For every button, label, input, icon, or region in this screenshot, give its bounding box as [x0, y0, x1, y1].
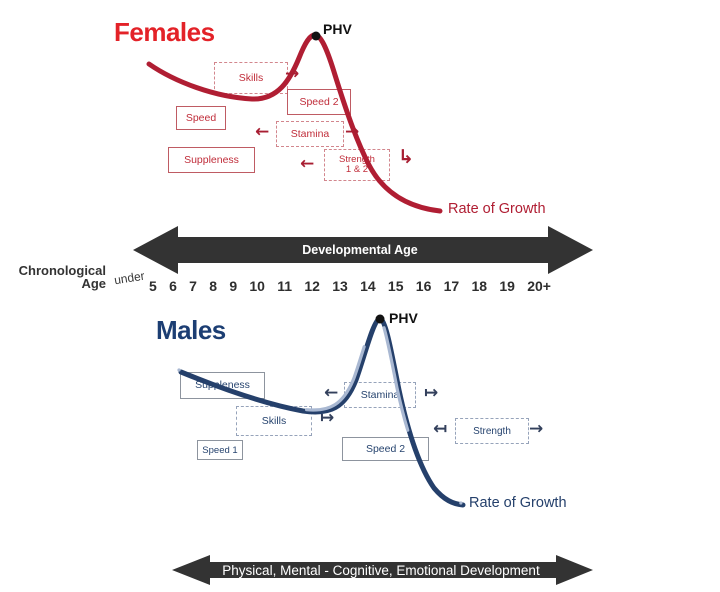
males-phv-label: PHV [389, 310, 418, 326]
females-strength-box: Strength 1 & 2 [324, 149, 390, 181]
males-speed2-label: Speed 2 [365, 442, 406, 455]
age-label: 20+ [527, 278, 551, 294]
age-label: 9 [229, 278, 238, 294]
age-scale: 5 6 7 8 9 10 11 12 13 14 15 16 17 18 19 … [149, 278, 551, 294]
bottom-development-label: Physical, Mental - Cognitive, Emotional … [222, 563, 540, 578]
females-speed2-label: Speed 2 [299, 95, 339, 108]
males-stamina-left-arrow-icon: ← [324, 383, 339, 403]
age-label: 18 [471, 278, 488, 294]
males-speed1-box: Speed 1 [197, 440, 243, 460]
age-label: 13 [332, 278, 348, 294]
age-label: 11 [277, 278, 293, 294]
males-strength-left-arrow-icon: ↤ [433, 419, 448, 439]
females-speed-box: Speed [176, 106, 226, 130]
females-suppleness-label: Suppleness [184, 153, 239, 166]
females-phv-dot [311, 31, 321, 41]
age-label: 15 [387, 278, 404, 294]
females-stamina-left-arrow-icon: ← [255, 122, 270, 142]
males-strength-label: Strength [473, 425, 511, 437]
males-suppleness-label: Suppleness [195, 379, 250, 391]
males-stamina-right-arrow-icon: ↦ [424, 383, 439, 403]
age-label: 6 [169, 278, 177, 294]
males-speed2-box: Speed 2 [342, 437, 429, 461]
females-speed2-box: Speed 2 [287, 89, 351, 115]
males-strength-box: Strength [455, 418, 529, 444]
females-stamina-right-arrow-icon: → [345, 122, 360, 142]
chronological-age-line1: Chronological [18, 263, 106, 278]
age-label: 17 [443, 278, 460, 294]
age-label: 8 [209, 278, 218, 294]
females-speed-label: Speed [185, 111, 217, 124]
females-suppleness-box: Suppleness [168, 147, 255, 173]
males-phv-dot [375, 314, 385, 324]
females-strength-label-line2: 1 & 2 [345, 164, 369, 175]
developmental-age-label: Developmental Age [302, 243, 418, 257]
females-stamina-label: Stamina [290, 127, 330, 140]
females-stamina-box: Stamina [276, 121, 344, 147]
males-strength-right-arrow-icon: → [529, 419, 544, 439]
females-skills-right-arrow-icon: → [285, 64, 300, 84]
males-stamina-box: Stamina [344, 382, 416, 408]
males-speed1-label: Speed 1 [202, 444, 238, 456]
males-rate-of-growth-label: Rate of Growth [469, 495, 567, 511]
females-skills-box: Skills [214, 62, 288, 94]
under-label: under [113, 268, 146, 288]
females-strength-left-arrow-icon: ← [300, 154, 315, 174]
females-rate-of-growth-label: Rate of Growth [448, 201, 546, 217]
males-skills-label: Skills [261, 414, 287, 427]
males-suppleness-box: Suppleness [180, 372, 265, 399]
chronological-age-line2: Age [81, 276, 106, 291]
chronological-age-label: Chronological Age [18, 264, 106, 290]
age-label: 16 [415, 278, 432, 294]
age-label: 10 [249, 278, 265, 294]
age-label: 14 [360, 278, 376, 294]
males-skills-right-arrow-icon: ↦ [320, 408, 335, 428]
age-label: 7 [189, 278, 197, 294]
females-skills-label: Skills [238, 71, 264, 84]
females-title: Females [114, 17, 215, 47]
males-title: Males [156, 315, 226, 345]
males-stamina-label: Stamina [360, 388, 400, 401]
females-phv-label: PHV [323, 21, 352, 37]
age-label: 19 [499, 278, 515, 294]
males-skills-box: Skills [236, 406, 312, 436]
age-label: 5 [149, 278, 157, 294]
females-strength-elbow-arrow-icon: ↳ [398, 146, 414, 168]
age-label: 12 [304, 278, 320, 294]
